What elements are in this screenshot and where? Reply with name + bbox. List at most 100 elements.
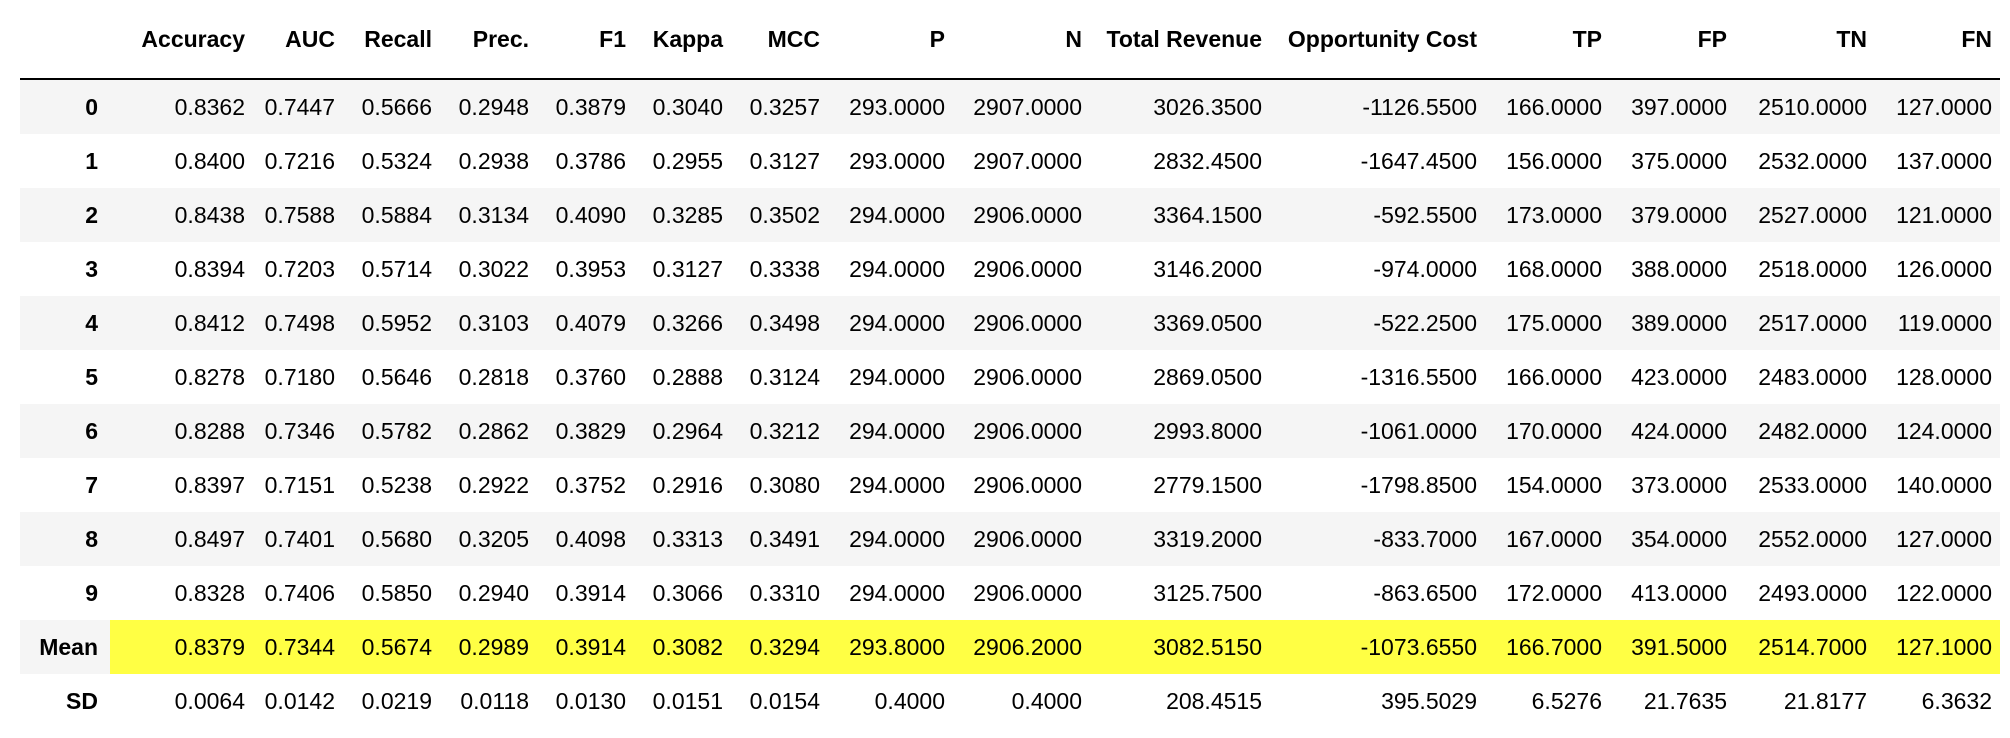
table-cell: 0.7447 xyxy=(253,79,343,134)
row-label: 6 xyxy=(20,404,110,458)
row-label: 2 xyxy=(20,188,110,242)
table-cell: 2517.0000 xyxy=(1735,296,1875,350)
table-cell: 0.8278 xyxy=(174,363,245,390)
table-cell: 0.3491 xyxy=(731,512,828,566)
column-header: Kappa xyxy=(634,0,731,80)
table-cell: 0.7406 xyxy=(264,579,335,606)
table-cell: 0.2862 xyxy=(440,404,537,458)
table-cell: 388.0000 xyxy=(1631,255,1727,282)
column-header: MCC xyxy=(731,0,828,80)
table-cell: 0.7216 xyxy=(264,147,335,174)
table-cell: 0.3338 xyxy=(749,255,820,282)
table-cell: 121.0000 xyxy=(1875,188,2000,242)
table-row: 9 0.8328 0.7406 0.5850 0.2940 0.3914 0.3066 0.3… xyxy=(20,566,2000,620)
cv-results-table: Accuracy AUC Recall Prec. F1 Kappa MCC P N Total … xyxy=(20,0,2000,728)
header-index-cell xyxy=(20,0,110,80)
table-cell: 294.0000 xyxy=(849,363,945,390)
table-cell: 294.0000 xyxy=(849,579,945,606)
table-cell: 21.8177 xyxy=(1735,674,1875,728)
table-cell: 0.3294 xyxy=(731,620,828,674)
table-cell: 2906.0000 xyxy=(953,296,1090,350)
table-cell: 172.0000 xyxy=(1506,579,1602,606)
table-cell: 3125.7500 xyxy=(1153,579,1262,606)
column-header: Prec. xyxy=(440,0,537,80)
table-cell: 2869.0500 xyxy=(1153,363,1262,390)
table-row: 7 0.8397 0.7151 0.5238 0.2922 0.3752 0.2916 0.3… xyxy=(20,458,2000,512)
table-body: 0 0.8362 0.7447 0.5666 0.2948 0.3879 0.3040 0.3… xyxy=(20,79,2000,728)
table-cell: 0.5680 xyxy=(343,512,440,566)
table-cell: 0.3127 xyxy=(652,255,723,282)
table-cell: 397.0000 xyxy=(1610,79,1735,134)
table-cell: 0.2938 xyxy=(458,147,529,174)
row-label: 5 xyxy=(85,363,98,390)
table-cell: 2779.1500 xyxy=(1153,471,1262,498)
column-header: TP xyxy=(1485,0,1610,80)
table-cell: 2906.0000 xyxy=(973,363,1082,390)
table-cell: 2533.0000 xyxy=(1758,471,1867,498)
table-cell: 0.8394 xyxy=(174,255,245,282)
table-cell: 354.0000 xyxy=(1610,512,1735,566)
table-cell: 0.5884 xyxy=(343,188,440,242)
table-cell: 0.3879 xyxy=(537,79,634,134)
table-cell: 294.0000 xyxy=(828,296,953,350)
table-row: 5 0.8278 0.7180 0.5646 0.2818 0.3760 0.2888 0.3… xyxy=(20,350,2000,404)
column-header: F1 xyxy=(537,0,634,80)
table-cell: 0.8400 xyxy=(174,147,245,174)
column-header: P xyxy=(828,0,953,80)
table-cell: -974.0000 xyxy=(1373,255,1477,282)
table-cell: 424.0000 xyxy=(1610,404,1735,458)
column-header: Accuracy xyxy=(110,0,253,80)
column-header: Opportunity Cost xyxy=(1270,0,1485,80)
table-cell: 140.0000 xyxy=(1896,471,1992,498)
table-cell: 0.3285 xyxy=(634,188,731,242)
table-row: 4 0.8412 0.7498 0.5952 0.3103 0.4079 0.3266 0.3… xyxy=(20,296,2000,350)
table-row: 1 0.8400 0.7216 0.5324 0.2938 0.3786 0.2955 0.3… xyxy=(20,134,2000,188)
table-cell: 0.3205 xyxy=(440,512,537,566)
results-table-container: Accuracy AUC Recall Prec. F1 Kappa MCC P N Total … xyxy=(20,0,2000,728)
table-cell: 0.3760 xyxy=(555,363,626,390)
table-cell: 154.0000 xyxy=(1506,471,1602,498)
table-cell: 389.0000 xyxy=(1610,296,1735,350)
table-cell: 294.0000 xyxy=(828,512,953,566)
table-cell: 0.7498 xyxy=(253,296,343,350)
table-cell: -863.6500 xyxy=(1373,579,1477,606)
table-cell: 0.2922 xyxy=(458,471,529,498)
table-cell: 2832.4500 xyxy=(1153,147,1262,174)
table-row: 3 0.8394 0.7203 0.5714 0.3022 0.3953 0.3127 0.3… xyxy=(20,242,2000,296)
table-cell: 128.0000 xyxy=(1896,363,1992,390)
table-cell: -1647.4500 xyxy=(1360,147,1477,174)
column-header: Total Revenue xyxy=(1090,0,1270,80)
table-cell: 0.4000 xyxy=(828,674,953,728)
table-cell: 3364.1500 xyxy=(1090,188,1270,242)
table-row: 8 0.8497 0.7401 0.5680 0.3205 0.4098 0.3313 0.3… xyxy=(20,512,2000,566)
table-cell: 2906.0000 xyxy=(953,512,1090,566)
table-cell: 3146.2000 xyxy=(1153,255,1262,282)
table-cell: 0.4079 xyxy=(537,296,634,350)
table-cell: 0.8412 xyxy=(110,296,253,350)
table-cell: 0.3124 xyxy=(749,363,820,390)
table-cell: 6.3632 xyxy=(1875,674,2000,728)
table-cell: 2906.0000 xyxy=(973,579,1082,606)
table-cell: 0.0118 xyxy=(440,674,537,728)
table-cell: 2907.0000 xyxy=(973,147,1082,174)
table-cell: 0.2888 xyxy=(652,363,723,390)
table-cell: 168.0000 xyxy=(1506,255,1602,282)
table-cell: 0.7346 xyxy=(253,404,343,458)
table-cell: 3319.2000 xyxy=(1090,512,1270,566)
table-cell: 0.2955 xyxy=(652,147,723,174)
table-cell: 294.0000 xyxy=(849,255,945,282)
table-row: 2 0.8438 0.7588 0.5884 0.3134 0.4090 0.3285 0.3… xyxy=(20,188,2000,242)
table-cell: 124.0000 xyxy=(1875,404,2000,458)
column-header: Recall xyxy=(343,0,440,80)
table-cell: 2906.0000 xyxy=(953,404,1090,458)
table-cell: 294.0000 xyxy=(828,404,953,458)
table-cell: 0.8438 xyxy=(110,188,253,242)
table-cell: 21.7635 xyxy=(1610,674,1735,728)
table-cell: 0.7180 xyxy=(264,363,335,390)
mean-row: Mean 0.8379 0.7344 0.5674 0.2989 0.3914 0.3082… xyxy=(20,620,2000,674)
table-cell: 0.5782 xyxy=(343,404,440,458)
table-cell: 375.0000 xyxy=(1631,147,1727,174)
table-cell: 0.3914 xyxy=(537,620,634,674)
table-cell: 379.0000 xyxy=(1610,188,1735,242)
table-cell: 3369.0500 xyxy=(1090,296,1270,350)
